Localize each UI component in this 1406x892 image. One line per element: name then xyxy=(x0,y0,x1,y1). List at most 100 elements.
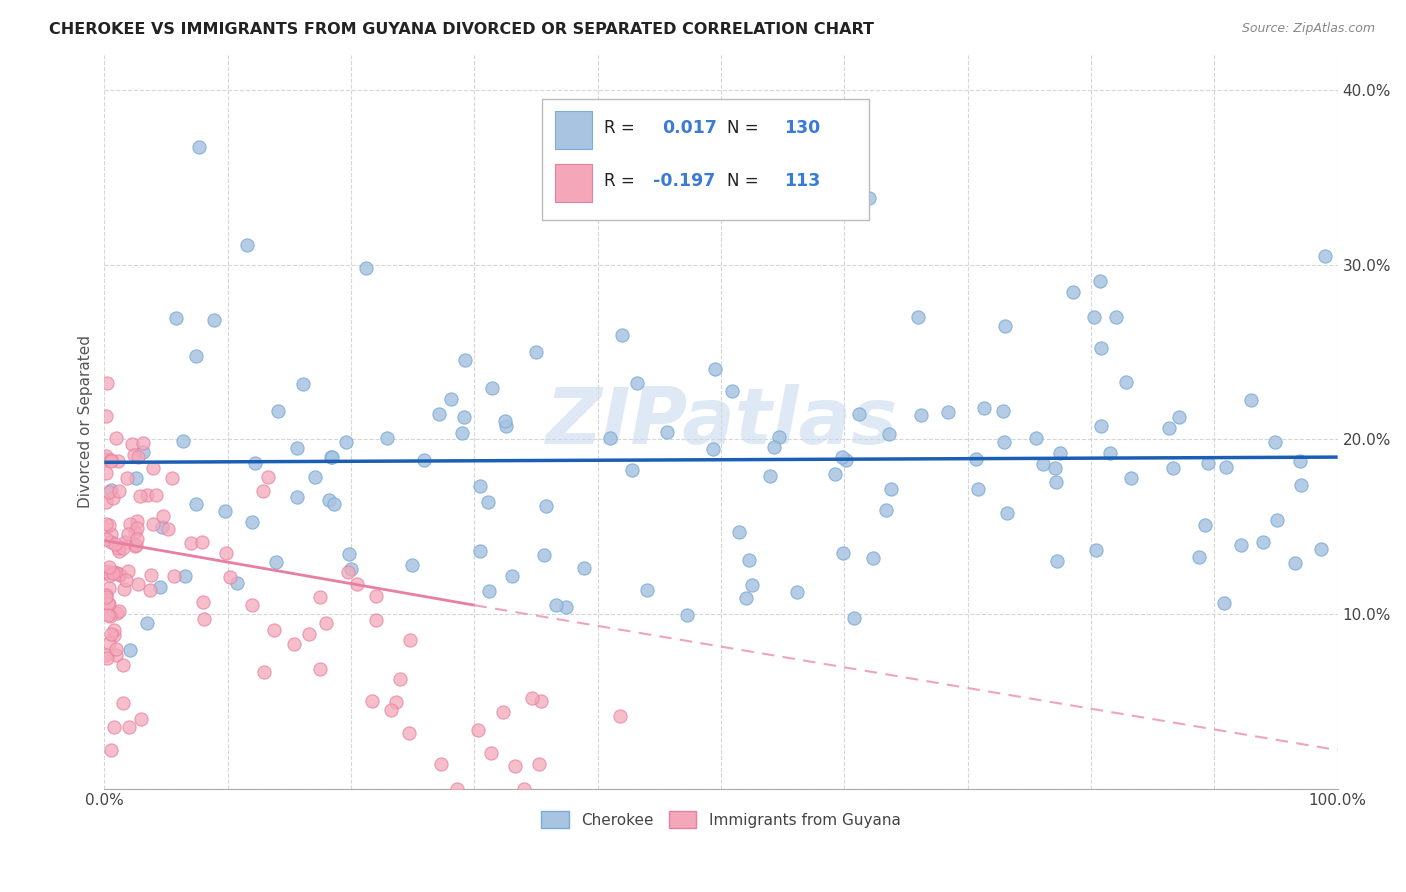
Point xyxy=(96,532,118,546)
Point xyxy=(1025,431,1047,445)
Point xyxy=(285,490,308,504)
Point xyxy=(858,191,880,205)
Text: -0.197: -0.197 xyxy=(654,172,716,190)
Point xyxy=(315,615,337,630)
Point xyxy=(1215,459,1237,474)
Point xyxy=(339,562,361,576)
Point xyxy=(478,583,501,598)
Point xyxy=(117,564,139,578)
Point xyxy=(530,693,553,707)
Point xyxy=(1083,310,1105,325)
Point xyxy=(380,702,402,716)
Point xyxy=(994,318,1017,333)
Point xyxy=(734,591,756,606)
Text: CHEROKEE VS IMMIGRANTS FROM GUYANA DIVORCED OR SEPARATED CORRELATION CHART: CHEROKEE VS IMMIGRANTS FROM GUYANA DIVOR… xyxy=(49,22,875,37)
Point xyxy=(842,611,865,625)
Point xyxy=(527,756,550,771)
Point xyxy=(100,454,122,468)
Point xyxy=(599,431,621,445)
Point xyxy=(94,450,117,464)
Point xyxy=(546,599,568,613)
Point xyxy=(501,569,523,583)
Text: 113: 113 xyxy=(785,172,820,190)
Point xyxy=(105,566,128,580)
Point xyxy=(786,584,808,599)
Point xyxy=(127,450,149,464)
Point xyxy=(1046,553,1069,567)
Point xyxy=(762,440,785,454)
Point xyxy=(163,569,186,583)
Point xyxy=(360,694,382,708)
Point xyxy=(97,596,120,610)
Point xyxy=(193,595,215,609)
Point xyxy=(115,574,138,588)
Point xyxy=(100,527,122,541)
Point xyxy=(139,568,162,582)
Point xyxy=(283,637,305,651)
Point xyxy=(318,492,340,507)
Point xyxy=(524,345,547,359)
Point xyxy=(412,453,434,467)
Point xyxy=(226,575,249,590)
Point xyxy=(117,527,139,541)
Point xyxy=(492,706,515,720)
Point xyxy=(1212,596,1234,610)
Point xyxy=(1090,341,1112,355)
Point xyxy=(995,506,1018,520)
Point xyxy=(94,409,117,423)
Point xyxy=(520,691,543,706)
FancyBboxPatch shape xyxy=(543,99,869,220)
Point xyxy=(240,598,263,612)
Point xyxy=(831,546,853,560)
Point xyxy=(612,327,634,342)
Point xyxy=(107,453,129,467)
Point xyxy=(160,471,183,485)
Point xyxy=(1264,434,1286,449)
Point xyxy=(309,663,332,677)
Point xyxy=(1315,249,1337,263)
Point xyxy=(96,376,118,391)
Point xyxy=(127,577,149,591)
Point xyxy=(98,609,121,624)
Point xyxy=(910,408,932,422)
Point xyxy=(796,170,818,185)
Point xyxy=(468,544,491,558)
Point xyxy=(1168,409,1191,424)
Point xyxy=(446,781,468,796)
Point xyxy=(401,558,423,572)
Point xyxy=(139,583,162,598)
Point xyxy=(936,405,959,419)
Point xyxy=(727,525,749,540)
Text: N =: N = xyxy=(727,120,763,137)
Point xyxy=(966,483,988,497)
Point xyxy=(1084,543,1107,558)
Point xyxy=(875,503,897,517)
Point xyxy=(339,547,361,561)
Point xyxy=(108,604,131,618)
Point xyxy=(720,384,742,398)
Point xyxy=(1194,518,1216,533)
Point xyxy=(704,361,727,376)
Point xyxy=(831,450,853,465)
Point xyxy=(100,626,122,640)
Point xyxy=(267,404,290,418)
Point xyxy=(309,590,332,604)
Point xyxy=(101,491,124,505)
Point xyxy=(453,410,475,425)
Point xyxy=(105,648,128,663)
Point xyxy=(122,448,145,462)
Y-axis label: Divorced or Separated: Divorced or Separated xyxy=(79,335,93,508)
Point xyxy=(285,441,308,455)
Point xyxy=(702,442,724,457)
Point xyxy=(219,570,242,584)
Point xyxy=(758,468,780,483)
Point xyxy=(907,310,929,324)
Text: R =: R = xyxy=(603,172,640,190)
Point xyxy=(1310,541,1333,556)
Point xyxy=(440,392,463,406)
Point xyxy=(97,581,120,595)
Point xyxy=(202,313,225,327)
Point xyxy=(879,483,901,497)
Point xyxy=(132,444,155,458)
Point xyxy=(125,521,148,535)
